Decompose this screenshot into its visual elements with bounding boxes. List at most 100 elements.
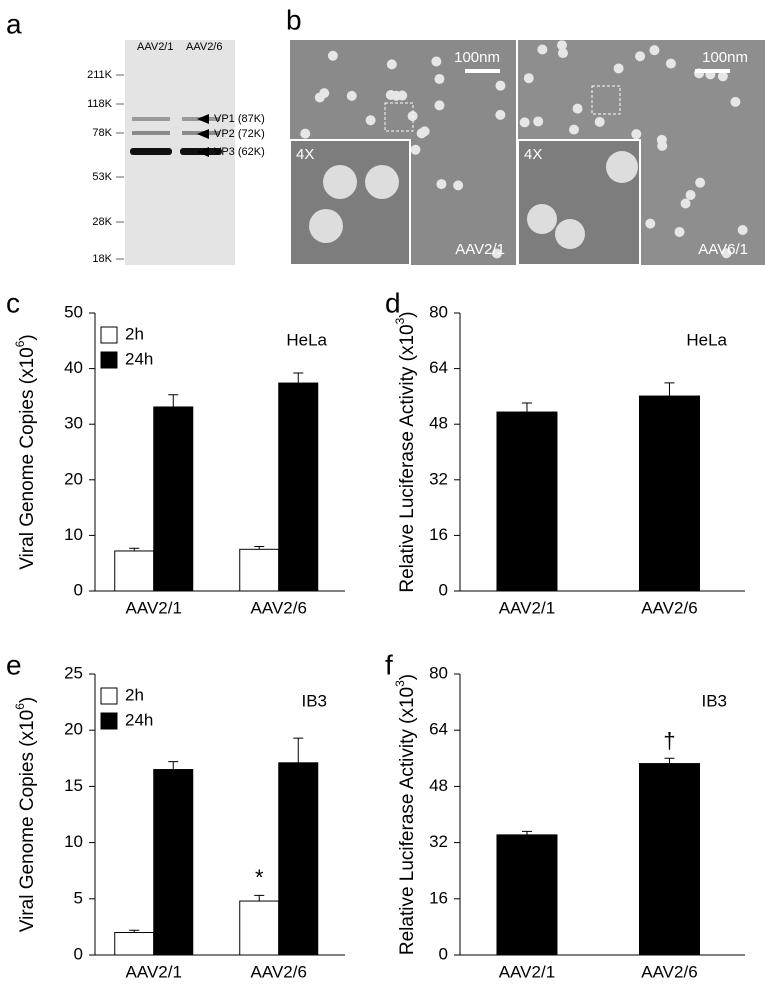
error-bar [168,761,179,770]
particle [495,109,506,120]
particle [523,73,534,84]
y-tick-label: 25 [64,663,83,682]
marker-label: 28K [92,216,112,228]
y-tick-label: 80 [429,663,448,682]
particle [730,96,741,107]
particle [572,103,583,114]
inset-label: 4X [296,146,314,163]
error-bar [521,402,532,413]
annotation: IB3 [701,691,727,710]
significance-mark: * [255,865,264,890]
particle [649,45,660,56]
particle [434,100,445,111]
y-axis-label-suffix: ) [17,697,38,703]
error-bar [293,372,304,384]
y-axis-label-suffix: ) [397,674,418,680]
error-bar [254,894,265,902]
legend-label: 2h [125,324,144,343]
scale-bar [465,69,500,73]
y-tick-label: 64 [429,358,448,377]
particle [635,51,646,62]
scale-bar [695,69,730,73]
band-arrow [197,114,209,124]
bar [153,769,194,956]
gel-band [130,148,172,155]
band-label: VP2 (72K) [214,128,265,140]
panel-letter: c [6,287,20,318]
particle [557,48,568,59]
particle [327,50,338,61]
error-bar [664,757,675,764]
lane-label: AAV2/1 [137,41,174,53]
particle [419,126,430,137]
bar [239,548,280,592]
particle [645,218,656,229]
y-tick-label: 80 [429,302,448,321]
y-axis-label: Viral Genome Copies (x106) [13,334,38,570]
y-axis-label-text: Viral Genome Copies (x10 [17,710,38,932]
particle [717,71,728,82]
band-label: VP3 (62K) [214,146,265,158]
y-axis-label-sup: 6 [13,340,27,347]
marker-label: 53K [92,171,112,183]
legend-label: 2h [125,685,144,704]
y-axis-label-sup: 3 [393,317,407,324]
particle [594,116,605,127]
band-arrow [197,147,209,157]
annotation: HeLa [686,330,727,349]
particle [519,117,530,128]
particle [613,63,624,74]
inset-label: 4X [524,146,542,163]
bar [114,932,155,956]
bar [638,763,700,956]
panel-letter: d [385,287,401,318]
particle [721,248,732,259]
inset-particle [323,165,357,199]
legend-swatch [100,326,118,344]
bar [239,900,280,956]
annotation: IB3 [301,691,327,710]
x-tick-label: AAV2/1 [126,598,182,617]
y-tick-label: 10 [64,525,83,544]
particle [391,90,402,101]
particle [410,144,421,155]
y-tick-label: 32 [429,832,448,851]
zoom-box [591,85,621,115]
particle [674,226,685,237]
y-axis-label-sup: 6 [13,703,27,710]
panel-letter: b [286,4,302,35]
y-axis-label: Viral Genome Copies (x106) [13,697,38,933]
y-tick-label: 20 [64,720,83,739]
inset-particle [365,165,399,199]
y-tick-label: 20 [64,469,83,488]
particle [537,44,548,55]
y-tick-label: 0 [74,944,83,963]
inset-particle [606,151,638,183]
error-bar [293,737,304,763]
bar [278,382,319,592]
annotation: HeLa [286,330,327,349]
panel-letter: e [6,649,22,680]
particle [436,179,447,190]
inset-particle [309,209,343,243]
y-tick-label: 64 [429,720,448,739]
particle [533,116,544,127]
y-tick-label: 0 [439,944,448,963]
scale-label: 100nm [702,49,748,66]
y-tick-label: 0 [74,580,83,599]
y-tick-label: 32 [429,469,448,488]
micrograph-label: AAV2/1 [455,241,505,258]
micrograph-label: AAV6/1 [698,241,748,258]
y-tick-label: 0 [439,580,448,599]
gel-band [132,131,170,135]
particle [346,90,357,101]
band-label: VP1 (87K) [214,113,265,125]
bar [638,395,700,592]
y-axis-label-text: Relative Luciferase Activity (x10 [397,324,418,592]
y-axis-label-suffix: ) [17,334,38,340]
particle [657,140,668,151]
particle [631,129,642,140]
scale-label: 100nm [454,49,500,66]
particle [495,80,506,91]
